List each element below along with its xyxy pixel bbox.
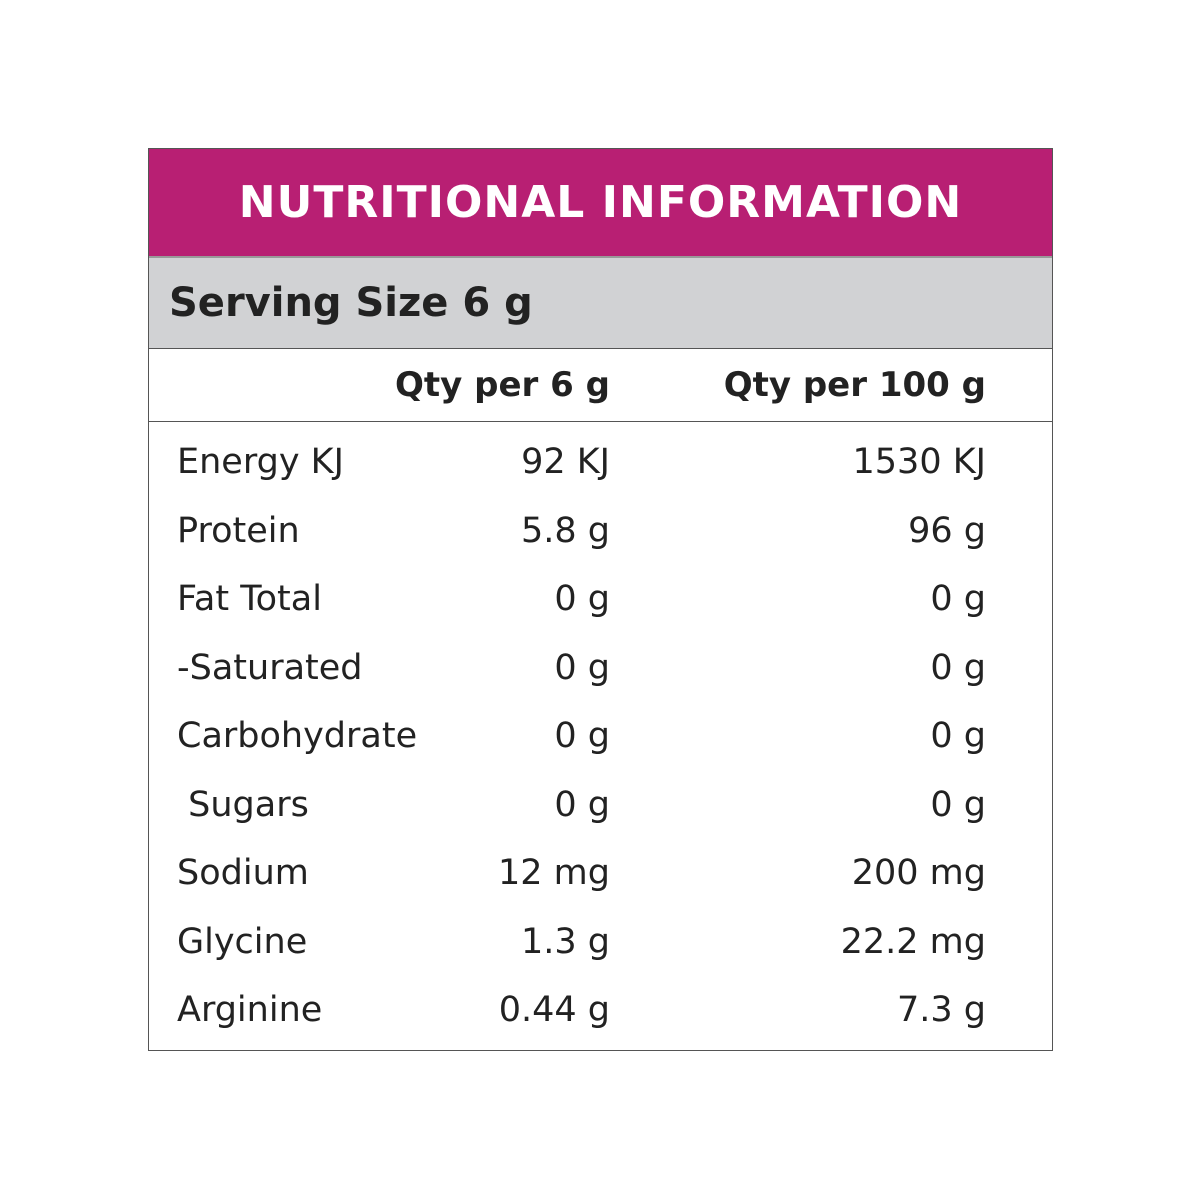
quantity: 1530 KJ	[852, 442, 986, 482]
row: Protein 5.8 g 96 g	[149, 495, 1052, 564]
column-label: Qty per 100 g	[723, 365, 986, 405]
quantity: 7.3 g	[896, 990, 986, 1030]
nutrient: Fat Total	[177, 579, 322, 619]
nutrient: Arginine	[177, 990, 323, 1030]
nutrient: -Saturated	[177, 647, 363, 688]
title: NUTRITIONAL INFORMATION	[149, 149, 1052, 256]
row: Arginine 0.44 g 7.3 g	[149, 974, 1052, 1043]
quantity: 0 g	[930, 784, 986, 825]
nutrient: Sodium	[177, 853, 309, 893]
quantity: 5.8 g	[520, 510, 610, 551]
nutrient: Energy KJ	[177, 442, 344, 482]
quantity: 0 g	[554, 647, 610, 688]
quantity: 0 g	[930, 579, 986, 619]
quantity: 0 g	[554, 579, 610, 619]
column-label: Qty per 6 g	[395, 365, 610, 405]
row: -Saturated 0 g 0 g	[149, 632, 1052, 701]
quantity: 92 KJ	[521, 442, 610, 482]
quantity: 0 g	[930, 716, 986, 756]
row: Sodium 12 mg 200 mg	[149, 837, 1052, 906]
nutrient: Carbohydrate	[177, 716, 418, 756]
nutrient: Sugars	[177, 784, 309, 825]
quantity: 22.2 mg	[840, 921, 986, 962]
quantity: 96 g	[908, 510, 986, 551]
serving-size: Serving Size 6 g	[149, 256, 1052, 349]
rows: Energy KJ 92 KJ 1530 KJ Protein 5.8 g 96 g Fat…	[149, 422, 1052, 1043]
row: Glycine 1.3 g 22.2 mg	[149, 906, 1052, 975]
quantity: 0 g	[930, 647, 986, 688]
row: Fat Total 0 g 0 g	[149, 563, 1052, 632]
quantity: 0 g	[554, 784, 610, 825]
quantity: 200 mg	[851, 853, 986, 893]
nutrient: Protein	[177, 510, 300, 551]
quantity: 0 g	[554, 716, 610, 756]
row: Energy KJ 92 KJ 1530 KJ	[149, 426, 1052, 495]
row: Sugars 0 g 0 g	[149, 769, 1052, 838]
nutrition-panel: NUTRITIONAL INFORMATION Serving Size 6 g…	[148, 148, 1053, 1051]
nutrient: Glycine	[177, 921, 308, 962]
quantity: 12 mg	[498, 853, 610, 893]
quantity: 0.44 g	[498, 990, 610, 1030]
row: Carbohydrate 0 g 0 g	[149, 700, 1052, 769]
quantity: 1.3 g	[520, 921, 610, 962]
column-header: Qty per 6 g Qty per 100 g	[149, 349, 1052, 422]
